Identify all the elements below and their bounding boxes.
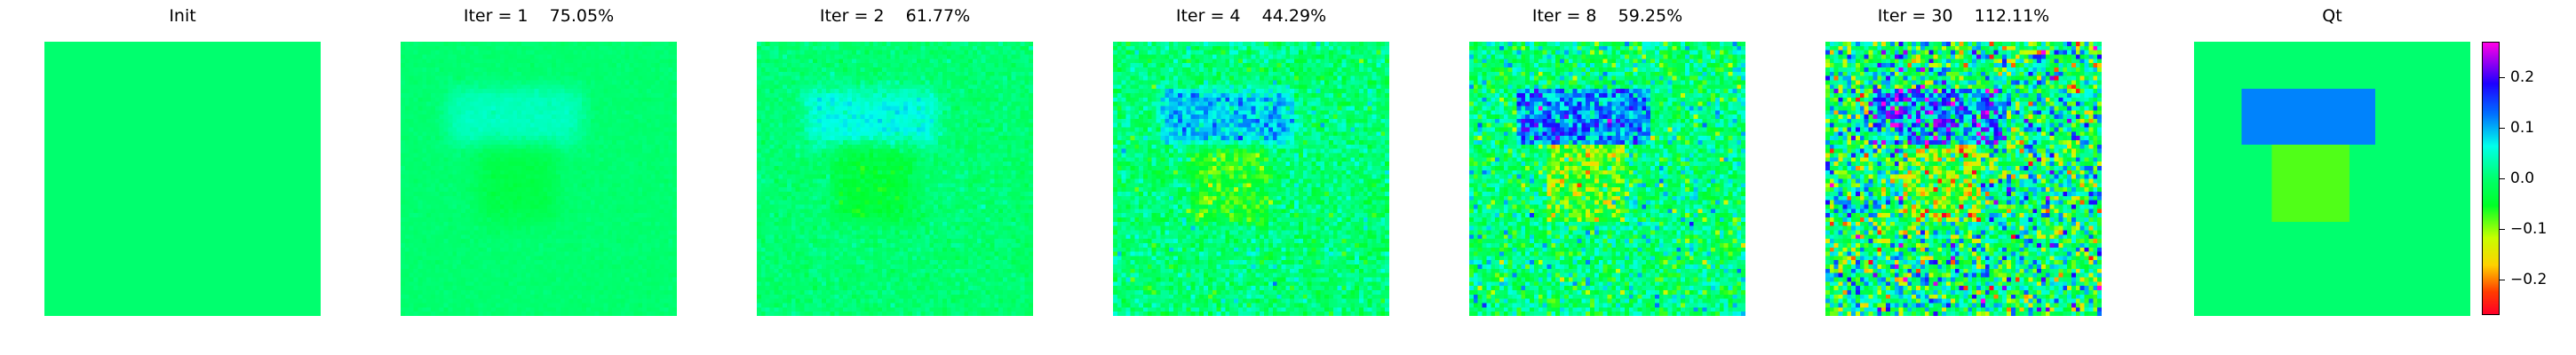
heatmap-image (757, 42, 1033, 316)
colorbar-tick-mark (2500, 178, 2505, 179)
panel-2: Iter = 1 75.05% (401, 6, 677, 316)
heatmap-image (2194, 42, 2470, 316)
colorbar-tick-mark (2500, 229, 2505, 231)
panel-title: Iter = 30 112.11% (1877, 6, 2050, 26)
panel-4: Iter = 4 44.29% (1113, 6, 1389, 316)
panel-title: Qt (2322, 6, 2342, 26)
heatmap-image (1469, 42, 1745, 316)
heatmap-image (401, 42, 677, 316)
colorbar-tick-label: −0.2 (2510, 271, 2548, 289)
panel-7: Qt (2194, 6, 2470, 316)
colorbar-tick-label: 0.2 (2510, 67, 2535, 86)
panel-title: Iter = 8 59.25% (1531, 6, 1683, 26)
panel-title: Init (169, 6, 196, 26)
panel-3: Iter = 2 61.77% (757, 6, 1033, 316)
panel-title: Iter = 2 61.77% (819, 6, 971, 26)
colorbar-tick-mark (2500, 127, 2505, 129)
colorbar-tick-label: 0.0 (2510, 170, 2535, 187)
colorbar-tick-label: 0.1 (2510, 118, 2535, 137)
panel-5: Iter = 8 59.25% (1469, 6, 1745, 316)
colorbar (2482, 42, 2500, 315)
panel-title: Iter = 1 75.05% (463, 6, 615, 26)
panel-1: Init (44, 6, 321, 316)
heatmap-image (1825, 42, 2102, 316)
heatmap-image (44, 42, 321, 316)
colorbar-tick-label: −0.1 (2510, 220, 2548, 239)
colorbar-tick-mark (2500, 76, 2505, 78)
panel-title: Iter = 4 44.29% (1175, 6, 1327, 26)
heatmap-image (1113, 42, 1389, 316)
panel-6: Iter = 30 112.11% (1825, 6, 2102, 316)
